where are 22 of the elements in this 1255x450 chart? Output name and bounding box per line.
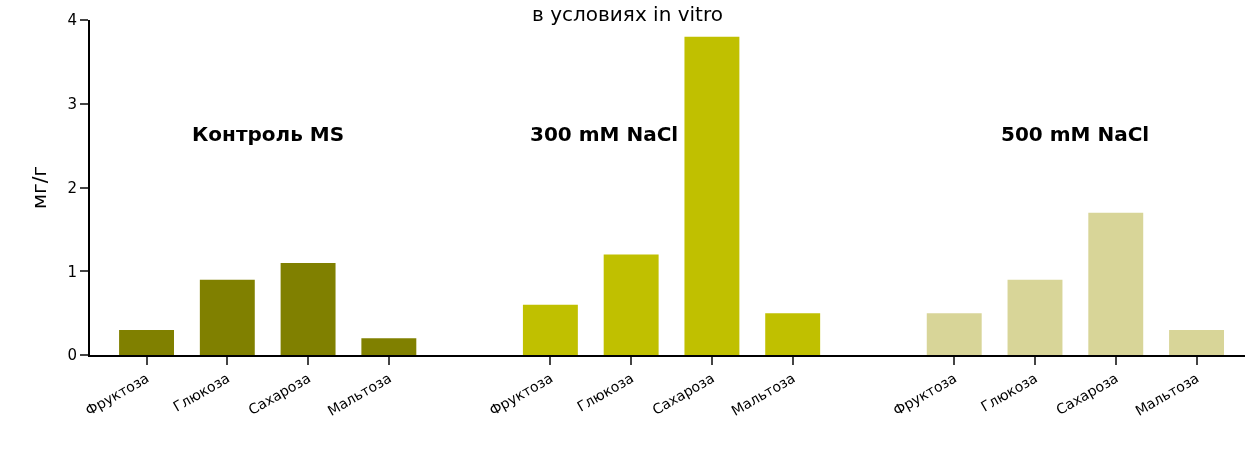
bar	[1169, 329, 1224, 355]
chart-title: в условиях in vitro	[532, 1, 723, 26]
y-axis-title: мг/г	[27, 166, 52, 209]
bar	[119, 329, 174, 355]
bar	[603, 254, 659, 355]
bar	[765, 313, 821, 355]
bar	[684, 36, 740, 355]
annotation: Контроль MS	[192, 122, 345, 146]
y-tick-label: 4	[67, 11, 77, 30]
bar	[1088, 212, 1144, 355]
bar	[199, 279, 255, 355]
bar	[522, 304, 578, 355]
bar	[1007, 279, 1063, 355]
annotation: 500 mM NaCl	[1001, 122, 1150, 146]
annotation: 300 mM NaCl	[530, 122, 679, 146]
y-tick-label: 0	[67, 346, 77, 365]
bar	[361, 338, 417, 355]
bar	[280, 262, 336, 355]
bar	[926, 313, 982, 355]
y-tick-label: 1	[67, 262, 77, 281]
y-tick-label: 2	[67, 178, 77, 197]
y-tick-label: 3	[67, 95, 77, 113]
